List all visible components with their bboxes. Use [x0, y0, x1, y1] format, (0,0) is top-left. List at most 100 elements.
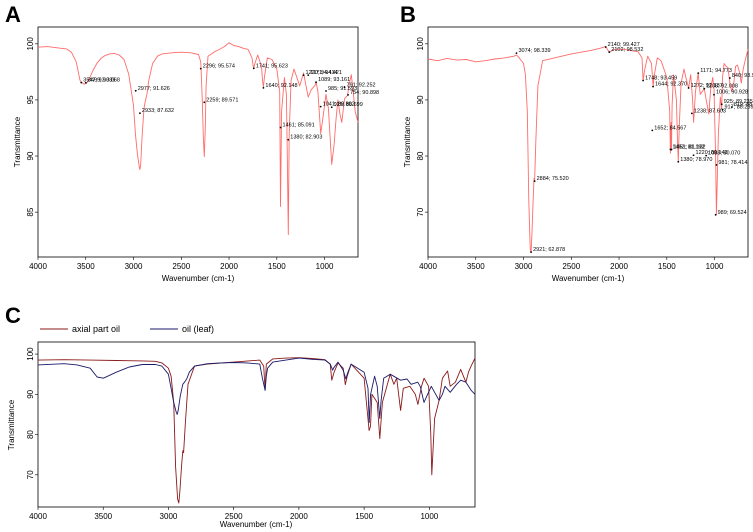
peak-marker-b-17: [697, 72, 700, 75]
peak-marker-b-0: [515, 52, 518, 55]
peak-marker-b-14: [651, 129, 654, 132]
x-tick-label-c-2500: 2500: [225, 512, 243, 521]
x-tick-label-b-1000: 1000: [706, 262, 724, 271]
peak-marker-b-1: [604, 46, 607, 48]
peak-marker-b-9: [713, 93, 715, 96]
peak-label-b-23: 989; 69.524: [718, 210, 747, 216]
peak-marker-a-3: [139, 112, 141, 115]
peak-label-b-9: 1006; 90.928: [716, 90, 748, 96]
peak-marker-b-10: [721, 108, 724, 111]
peak-label-a-2: 2977; 91.626: [138, 86, 170, 92]
peak-label-a-8: 1461; 85.091: [283, 122, 315, 128]
series-line-a-0: [37, 42, 359, 236]
peak-label-b-3: 2884; 75.520: [537, 176, 569, 182]
legend-label-axial: axial part oil: [72, 324, 120, 334]
peak-label-b-16: 1462; 81.192: [672, 144, 704, 150]
peak-marker-b-11: [730, 106, 733, 108]
peak-label-b-2: 2102; 98.532: [611, 47, 643, 53]
peak-marker-a-0: [80, 81, 83, 84]
peak-label-a-9: 1380; 82.903: [290, 135, 322, 141]
x-tick-label-b-3500: 3500: [467, 262, 485, 271]
panel-letter-b: B: [400, 2, 416, 27]
peak-label-a-13: 985; 91.593: [328, 86, 357, 92]
x-axis-label-b: Wavenumber (cm-1): [552, 274, 625, 283]
peak-label-b-4: 2921; 62.878: [533, 247, 565, 253]
peak-label-b-21: 1220; 80.143: [696, 150, 728, 156]
peak-label-b-11: 819; 88.725: [734, 102, 753, 108]
x-tick-label-c-1000: 1000: [420, 512, 438, 521]
peak-label-a-11: 1220; 94.414: [306, 70, 338, 76]
peak-marker-a-14: [347, 93, 349, 96]
peak-label-a-0: 3547; 93.089: [83, 78, 115, 84]
peak-marker-a-5: [203, 101, 206, 104]
peak-label-b-13: 1238; 87.603: [694, 108, 726, 114]
series-line-b-0: [427, 46, 749, 253]
peak-label-a-14: 754; 90.898: [350, 90, 379, 96]
peak-label-a-4: 2296; 95.574: [203, 64, 235, 70]
x-tick-label-a-1000: 1000: [316, 262, 334, 271]
peak-marker-b-20: [677, 160, 680, 163]
peak-marker-a-9: [287, 138, 290, 141]
x-tick-label-a-2000: 2000: [220, 262, 238, 271]
y-axis-label-b: Transmittance: [403, 116, 412, 167]
peak-label-a-10: 1089; 93.161: [318, 77, 350, 83]
y-tick-label-c-0: 100: [26, 347, 35, 361]
x-tick-label-b-2000: 2000: [610, 262, 628, 271]
peak-marker-a-17: [343, 86, 346, 89]
peak-label-b-5: 1748; 93.459: [645, 76, 677, 82]
peak-marker-a-7: [262, 86, 265, 89]
peak-marker-a-11: [302, 74, 305, 77]
peak-label-b-14: 1652; 84.567: [654, 125, 686, 131]
legend-label-leaf: oil (leaf): [182, 324, 214, 334]
x-tick-label-b-1500: 1500: [658, 262, 676, 271]
peak-marker-b-4: [530, 251, 532, 253]
peak-marker-b-15: [728, 77, 731, 79]
peak-label-a-6: 1741; 95.623: [256, 63, 288, 69]
peak-marker-a-1: [84, 81, 87, 84]
peak-label-a-16: 925; 88.699: [334, 102, 363, 108]
peak-label-a-17: 791; 92.252: [347, 82, 376, 88]
peak-marker-b-13: [690, 112, 693, 115]
x-tick-label-a-3500: 3500: [77, 262, 95, 271]
y-tick-label-a-1: 95: [26, 95, 35, 104]
peak-marker-b-23: [714, 213, 717, 216]
x-tick-label-a-3000: 3000: [125, 262, 143, 271]
peak-marker-a-4: [199, 67, 202, 70]
peak-marker-b-21: [692, 154, 695, 157]
peak-label-a-5: 2259; 89.571: [206, 97, 238, 103]
chart-marks: 4000 3500 3000 2500 2000 1500 1000 100 95 90 85 354…: [26, 37, 753, 521]
y-tick-label-b-0: 100: [416, 37, 425, 51]
y-tick-label-c-1: 90: [26, 389, 35, 398]
peak-label-a-1: 3499; 93.068: [88, 78, 120, 84]
x-tick-label-b-4000: 4000: [419, 262, 437, 271]
plot-frame-b: [427, 26, 749, 258]
panel-letter-a: A: [5, 2, 21, 27]
y-tick-label-a-0: 100: [26, 37, 35, 51]
peak-marker-a-13: [325, 90, 327, 92]
y-tick-label-a-2: 90: [26, 151, 35, 160]
peak-marker-a-15: [319, 105, 322, 108]
peak-marker-b-5: [642, 79, 645, 82]
x-tick-label-c-4000: 4000: [29, 512, 47, 521]
x-tick-label-a-4000: 4000: [29, 262, 47, 271]
y-tick-label-b-2: 80: [416, 151, 425, 160]
x-tick-label-a-2500: 2500: [172, 262, 190, 271]
series-line-c-1: [37, 357, 476, 423]
peak-marker-a-10: [315, 81, 317, 84]
y-tick-label-b-3: 70: [416, 207, 425, 216]
x-axis-label-a: Wavenumber (cm-1): [162, 274, 235, 283]
peak-label-b-7: 925; 89.235: [724, 99, 753, 105]
peak-label-a-3: 2933; 87.632: [142, 108, 174, 114]
y-axis-label-a: Transmittance: [13, 116, 22, 167]
peak-marker-b-7: [720, 103, 723, 106]
peak-marker-a-8: [279, 126, 282, 129]
peak-marker-b-6: [652, 85, 654, 88]
x-tick-label-a-1500: 1500: [268, 262, 286, 271]
peak-label-b-18: 1451; 81.132: [673, 145, 705, 151]
peak-label-b-8: 1108; 92.008: [706, 84, 738, 90]
peak-label-b-1: 2140; 99.427: [608, 42, 640, 48]
y-tick-label-b-1: 90: [416, 95, 425, 104]
panel-letter-c: C: [5, 303, 21, 328]
peak-marker-a-16: [330, 106, 333, 109]
